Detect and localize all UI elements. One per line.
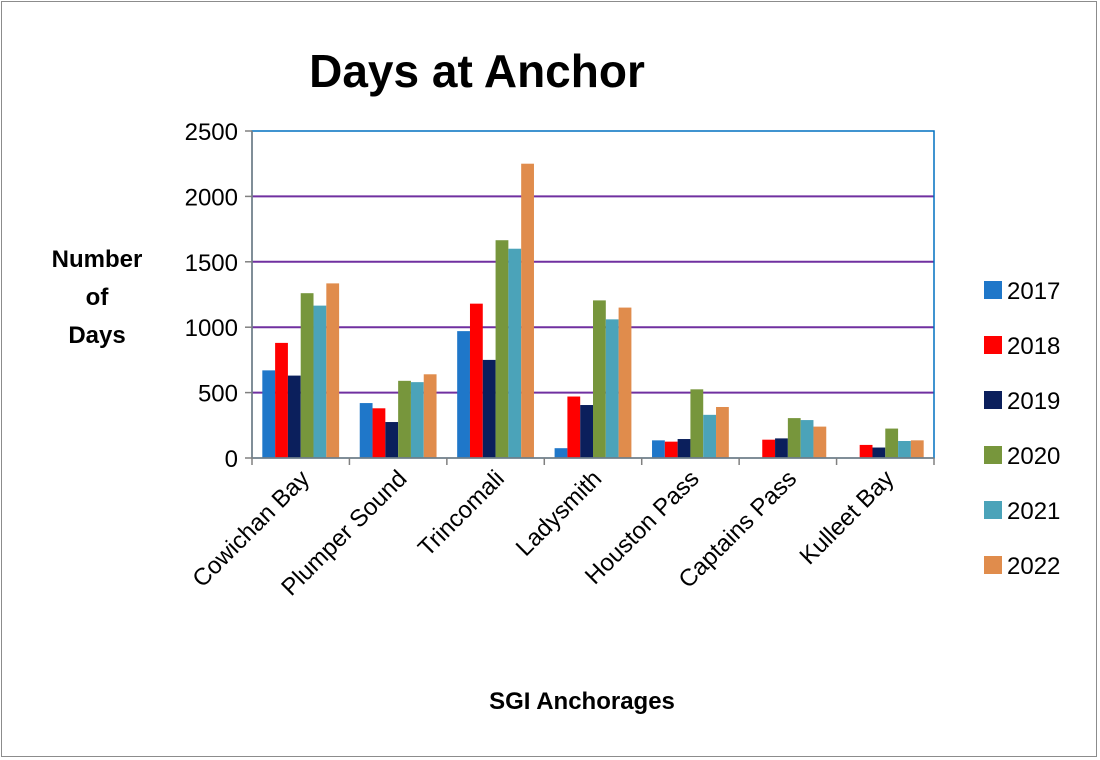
bar-2019-4 [580,405,593,458]
legend-label: 2019 [1007,388,1060,415]
bar-2020-1 [300,293,314,458]
bar-2018-4 [567,396,581,458]
bar-2022-7 [910,440,924,458]
y-tick-labels: 0 500 1000 1500 2000 2500 [185,119,238,473]
legend-swatch-2019 [984,391,1002,409]
bar-2017-3 [457,331,470,458]
legend-swatch-2017 [984,281,1002,299]
y-tick-label: 0 [225,446,238,473]
bar-2018-7 [859,444,873,458]
bar-2019-5 [677,439,691,458]
legend-swatch-2020 [984,446,1002,464]
bar-2018-3 [469,303,483,458]
bar-2020-7 [885,428,899,458]
bar-2020-5 [690,389,704,458]
bar-2021-3 [508,248,522,458]
bars [262,163,924,458]
bar-2021-2 [410,382,424,458]
y-axis-title: Number of Days [52,246,143,349]
bar-2017-2 [359,403,373,458]
x-category-label: Kulleet Bay [795,465,900,570]
legend-label: 2022 [1007,553,1060,580]
x-category-label: Ladysmith [511,465,607,561]
y-axis-title-line: of [86,284,110,311]
bar-2019-2 [385,422,399,458]
bar-2022-2 [423,374,437,458]
bar-2019-6 [775,438,788,458]
legend-label: 2020 [1007,443,1060,470]
bar-2020-3 [495,240,509,458]
bar-2021-5 [703,414,717,458]
bar-2022-1 [326,283,340,458]
legend-swatch-2021 [984,501,1002,519]
bar-2021-1 [313,305,327,458]
bar-2020-4 [593,300,606,458]
bar-2019-3 [482,359,496,458]
legend-label: 2021 [1007,498,1060,525]
bar-2022-3 [521,163,534,458]
bar-2020-2 [398,380,411,458]
x-axis-title: SGI Anchorages [489,688,675,715]
legend-label: 2017 [1007,278,1060,305]
y-tick-label: 2500 [185,119,238,146]
bar-2017-5 [652,440,665,458]
bar-2019-1 [287,375,301,458]
bar-2022-6 [813,426,827,458]
bar-2021-7 [898,440,911,458]
y-tick-label: 2000 [185,184,238,211]
legend-swatch-2022 [984,556,1002,574]
bar-2018-2 [372,408,386,458]
y-axis-title-line: Days [68,322,125,349]
bar-2021-4 [605,319,619,458]
chart-title: Days at Anchor [309,45,645,97]
bar-2018-6 [762,439,776,458]
legend-label: 2018 [1007,333,1060,360]
bar-2020-6 [787,418,801,458]
x-category-label: Trincomali [413,465,510,562]
y-tick-label: 1500 [185,250,238,277]
bar-2017-4 [554,448,568,458]
legend: 2017 2018 2019 2020 2021 2022 [984,278,1060,580]
y-axis-title-line: Number [52,246,143,273]
bar-2021-6 [800,420,814,458]
bar-2018-1 [275,342,288,458]
bar-2022-5 [716,406,729,458]
bar-2018-5 [664,441,678,458]
bar-2022-4 [618,307,632,458]
y-tick-label: 1000 [185,315,238,342]
bar-2019-7 [872,447,886,458]
bar-2017-1 [262,370,276,458]
y-tick-label: 500 [198,381,238,408]
axes [245,130,935,465]
legend-swatch-2018 [984,336,1002,354]
